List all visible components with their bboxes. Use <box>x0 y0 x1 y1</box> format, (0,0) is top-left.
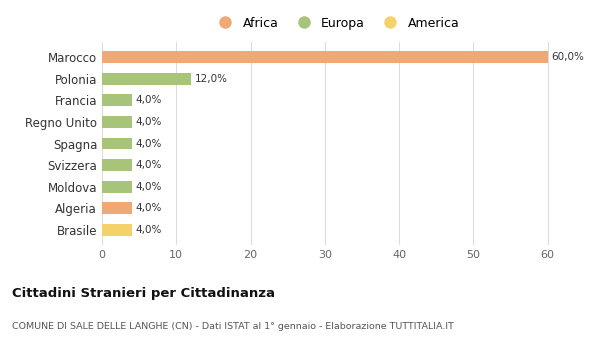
Bar <box>102 202 132 214</box>
Bar <box>102 159 132 171</box>
Text: 60,0%: 60,0% <box>551 52 584 62</box>
Bar <box>102 181 132 192</box>
Bar <box>102 73 191 85</box>
Legend: Africa, Europa, America: Africa, Europa, America <box>208 12 464 35</box>
Text: 4,0%: 4,0% <box>136 182 162 192</box>
Text: COMUNE DI SALE DELLE LANGHE (CN) - Dati ISTAT al 1° gennaio - Elaborazione TUTTI: COMUNE DI SALE DELLE LANGHE (CN) - Dati … <box>12 322 454 331</box>
Bar <box>102 224 132 236</box>
Text: 4,0%: 4,0% <box>136 95 162 105</box>
Text: 4,0%: 4,0% <box>136 203 162 213</box>
Text: 4,0%: 4,0% <box>136 117 162 127</box>
Text: 4,0%: 4,0% <box>136 225 162 235</box>
Text: 12,0%: 12,0% <box>195 74 228 84</box>
Text: Cittadini Stranieri per Cittadinanza: Cittadini Stranieri per Cittadinanza <box>12 287 275 300</box>
Bar <box>102 51 548 63</box>
Text: 4,0%: 4,0% <box>136 160 162 170</box>
Bar <box>102 138 132 149</box>
Text: 4,0%: 4,0% <box>136 139 162 148</box>
Bar <box>102 94 132 106</box>
Bar <box>102 116 132 128</box>
